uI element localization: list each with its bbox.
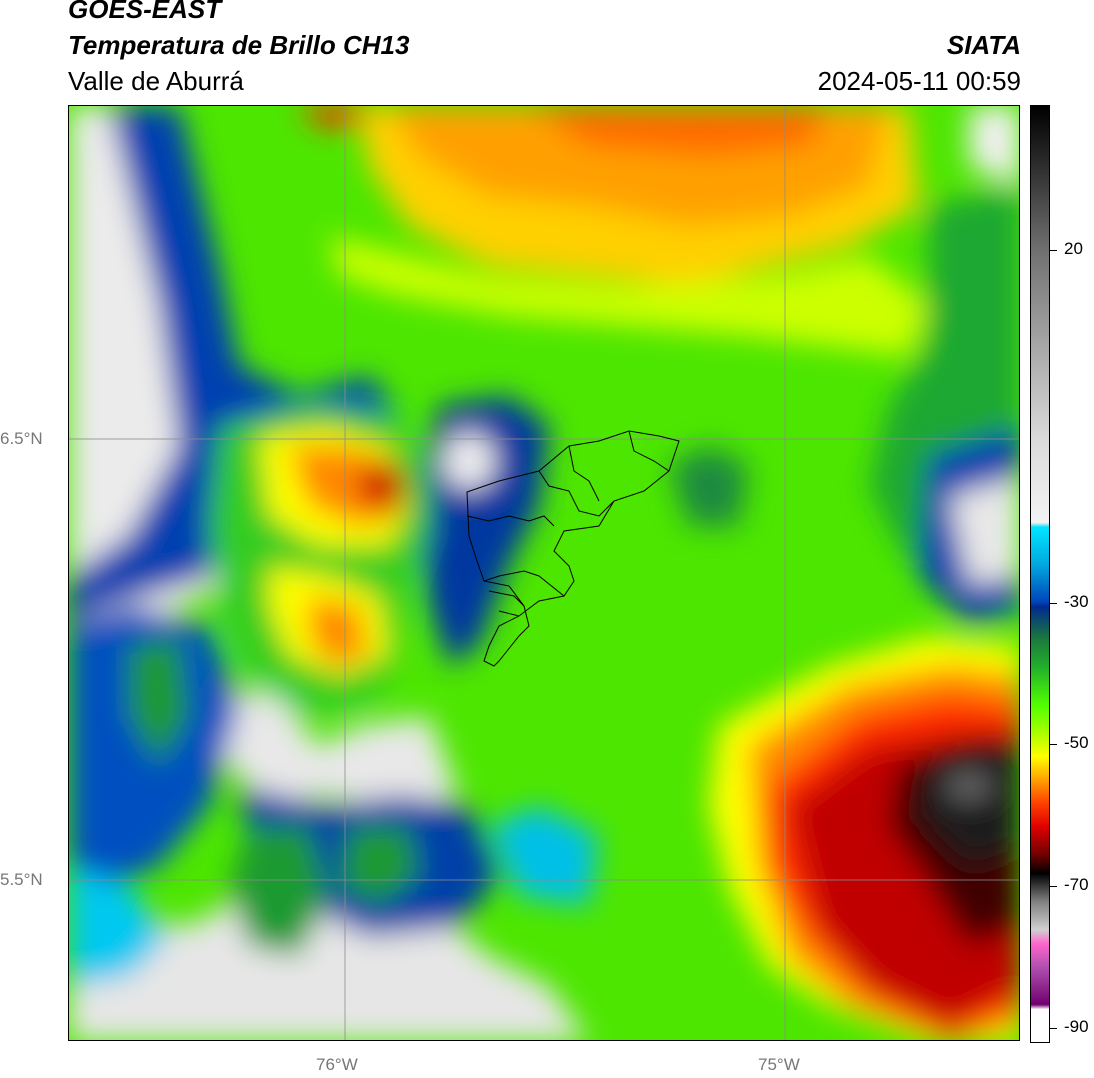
- title-satellite: GOES-EAST: [68, 0, 222, 24]
- colorbar-tick: [1050, 603, 1057, 604]
- lon-label-76w: 76°W: [316, 1055, 358, 1074]
- title-product: Temperatura de Brillo CH13: [68, 30, 410, 60]
- colorbar-tick: [1050, 744, 1057, 745]
- colorbar-tick: [1050, 250, 1057, 251]
- colorbar-label-minus30: -30: [1064, 592, 1089, 611]
- lat-label-5-5n: 5.5°N: [0, 870, 43, 889]
- datetime-label: 2024-05-11 00:59: [817, 66, 1021, 96]
- colorbar-tick: [1050, 1028, 1057, 1029]
- field-layers: [69, 106, 1019, 1040]
- map-panel[interactable]: [68, 105, 1020, 1041]
- colorbar-label-minus50: -50: [1064, 733, 1089, 752]
- colorbar-tick: [1050, 886, 1057, 887]
- colorbar-label-minus70: -70: [1064, 875, 1089, 894]
- municipal-boundaries: [466, 430, 680, 667]
- colorbar-label-20: 20: [1064, 239, 1083, 258]
- organization-label: SIATA: [946, 30, 1021, 60]
- lat-label-6-5n: 6.5°N: [0, 429, 43, 448]
- title-region: Valle de Aburrá: [68, 66, 244, 96]
- colorbar-label-minus90: -90: [1064, 1017, 1089, 1036]
- lon-label-75w: 75°W: [758, 1055, 800, 1074]
- brightness-temperature-map: [69, 106, 1019, 1040]
- temperature-colorbar: [1030, 105, 1050, 1043]
